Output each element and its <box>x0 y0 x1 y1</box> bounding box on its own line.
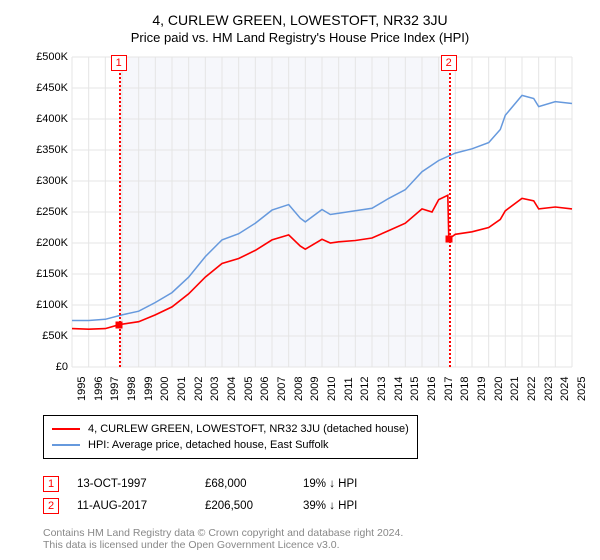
legend: 4, CURLEW GREEN, LOWESTOFT, NR32 3JU (de… <box>43 415 418 459</box>
x-tick-label: 2020 <box>493 377 505 401</box>
x-tick-label: 2015 <box>409 377 421 401</box>
page-subtitle: Price paid vs. HM Land Registry's House … <box>18 30 582 45</box>
x-tick-label: 1999 <box>143 377 155 401</box>
plot-svg <box>72 57 572 367</box>
x-tick-label: 2013 <box>376 377 388 401</box>
y-tick-label: £500K <box>18 51 68 63</box>
y-tick-label: £0 <box>18 361 68 373</box>
marker-box: 2 <box>441 55 457 71</box>
plot-area: 12 <box>72 57 572 367</box>
legend-row-blue: HPI: Average price, detached house, East… <box>52 437 409 453</box>
page-title: 4, CURLEW GREEN, LOWESTOFT, NR32 3JU <box>18 12 582 28</box>
x-tick-label: 2011 <box>343 377 355 401</box>
x-tick-label: 2014 <box>393 377 405 401</box>
x-tick-label: 2021 <box>509 377 521 401</box>
x-tick-label: 2024 <box>559 377 571 401</box>
ref-marker-1: 1 <box>43 476 59 492</box>
x-tick-label: 2017 <box>443 377 455 401</box>
x-tick-label: 2003 <box>209 377 221 401</box>
ref-date-1: 13-OCT-1997 <box>77 478 187 490</box>
chart: 12 £0£50K£100K£150K£200K£250K£300K£350K£… <box>18 51 582 413</box>
y-tick-label: £300K <box>18 175 68 187</box>
ref-diff-1: 19% ↓ HPI <box>303 478 357 490</box>
x-tick-label: 1997 <box>109 377 121 401</box>
x-tick-label: 2005 <box>243 377 255 401</box>
y-tick-label: £450K <box>18 82 68 94</box>
y-tick-label: £100K <box>18 299 68 311</box>
x-tick-label: 2016 <box>426 377 438 401</box>
ref-diff-2: 39% ↓ HPI <box>303 500 357 512</box>
x-tick-label: 2001 <box>176 377 188 401</box>
grid-group <box>72 57 572 367</box>
x-tick-label: 2018 <box>459 377 471 401</box>
x-tick-label: 2009 <box>309 377 321 401</box>
price-point <box>445 235 452 242</box>
y-tick-label: £400K <box>18 113 68 125</box>
x-tick-label: 2006 <box>259 377 271 401</box>
x-tick-label: 2007 <box>276 377 288 401</box>
attribution-line-1: Contains HM Land Registry data © Crown c… <box>43 527 582 539</box>
ref-marker-2: 2 <box>43 498 59 514</box>
y-tick-label: £250K <box>18 206 68 218</box>
x-tick-label: 1996 <box>93 377 105 401</box>
y-tick-label: £50K <box>18 330 68 342</box>
x-tick-label: 2004 <box>226 377 238 401</box>
ref-row: 1 13-OCT-1997 £68,000 19% ↓ HPI <box>43 473 582 495</box>
legend-swatch-blue <box>52 444 80 446</box>
attribution: Contains HM Land Registry data © Crown c… <box>43 527 582 551</box>
x-tick-label: 2025 <box>576 377 588 401</box>
attribution-line-2: This data is licensed under the Open Gov… <box>43 539 582 551</box>
x-tick-label: 2023 <box>543 377 555 401</box>
x-tick-label: 2008 <box>293 377 305 401</box>
x-tick-label: 2012 <box>359 377 371 401</box>
ref-price-1: £68,000 <box>205 478 285 490</box>
marker-box: 1 <box>111 55 127 71</box>
reference-list: 1 13-OCT-1997 £68,000 19% ↓ HPI 2 11-AUG… <box>43 473 582 517</box>
ref-date-2: 11-AUG-2017 <box>77 500 187 512</box>
x-tick-label: 2002 <box>193 377 205 401</box>
y-tick-label: £350K <box>18 144 68 156</box>
legend-row-red: 4, CURLEW GREEN, LOWESTOFT, NR32 3JU (de… <box>52 421 409 437</box>
price-point <box>115 321 122 328</box>
y-tick-label: £200K <box>18 237 68 249</box>
x-tick-label: 2010 <box>326 377 338 401</box>
x-tick-label: 2019 <box>476 377 488 401</box>
x-tick-label: 1995 <box>76 377 88 401</box>
legend-swatch-red <box>52 428 80 430</box>
marker-line <box>449 57 451 367</box>
x-tick-label: 2000 <box>159 377 171 401</box>
legend-label-blue: HPI: Average price, detached house, East… <box>88 439 329 451</box>
below-chart: 4, CURLEW GREEN, LOWESTOFT, NR32 3JU (de… <box>43 415 582 551</box>
ref-row: 2 11-AUG-2017 £206,500 39% ↓ HPI <box>43 495 582 517</box>
y-tick-label: £150K <box>18 268 68 280</box>
chart-container: 4, CURLEW GREEN, LOWESTOFT, NR32 3JU Pri… <box>0 0 600 560</box>
x-tick-label: 1998 <box>126 377 138 401</box>
ref-price-2: £206,500 <box>205 500 285 512</box>
x-tick-label: 2022 <box>526 377 538 401</box>
legend-label-red: 4, CURLEW GREEN, LOWESTOFT, NR32 3JU (de… <box>88 423 409 435</box>
